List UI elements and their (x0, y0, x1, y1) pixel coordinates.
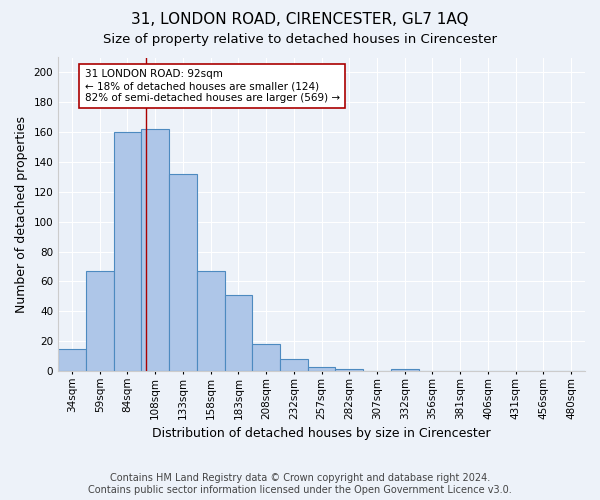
Y-axis label: Number of detached properties: Number of detached properties (15, 116, 28, 312)
Bar (308, 366, 335, 371)
Bar (224, 295, 252, 371)
Bar (113, 132, 142, 371)
Bar (197, 271, 224, 371)
Bar (335, 370, 363, 371)
Bar (280, 359, 308, 371)
Bar (169, 174, 197, 371)
X-axis label: Distribution of detached houses by size in Cirencester: Distribution of detached houses by size … (152, 427, 491, 440)
Text: Contains HM Land Registry data © Crown copyright and database right 2024.
Contai: Contains HM Land Registry data © Crown c… (88, 474, 512, 495)
Bar (86, 271, 113, 371)
Text: 31 LONDON ROAD: 92sqm
← 18% of detached houses are smaller (124)
82% of semi-det: 31 LONDON ROAD: 92sqm ← 18% of detached … (85, 70, 340, 102)
Text: Size of property relative to detached houses in Cirencester: Size of property relative to detached ho… (103, 32, 497, 46)
Bar (58, 348, 86, 371)
Bar (252, 344, 280, 371)
Bar (142, 129, 169, 371)
Bar (391, 370, 419, 371)
Text: 31, LONDON ROAD, CIRENCESTER, GL7 1AQ: 31, LONDON ROAD, CIRENCESTER, GL7 1AQ (131, 12, 469, 28)
